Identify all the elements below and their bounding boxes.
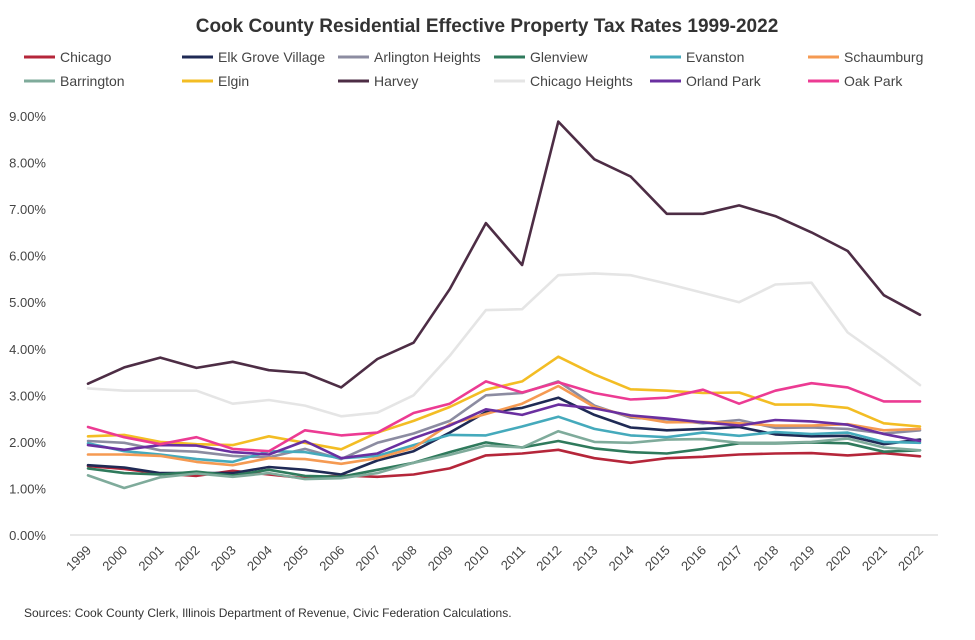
y-tick-label: 4.00% xyxy=(9,342,46,357)
x-tick-label: 2006 xyxy=(316,543,347,574)
legend-item-harvey: Harvey xyxy=(338,73,418,89)
legend-label: Harvey xyxy=(374,73,418,89)
x-tick-label: 2003 xyxy=(208,543,239,574)
plot-area xyxy=(86,120,922,490)
x-tick-label: 2002 xyxy=(172,543,203,574)
x-tick-label: 2010 xyxy=(461,543,492,574)
series-line-schaumburg xyxy=(86,384,922,467)
legend-item-schaumburg: Schaumburg xyxy=(808,49,923,65)
x-tick-label: 2012 xyxy=(533,543,564,574)
legend-item-arlington-heights: Arlington Heights xyxy=(338,49,481,65)
legend-label: Chicago xyxy=(60,49,112,65)
chart-legend: Chicago Elk Grove Village Arlington Height… xyxy=(24,49,923,89)
x-tick-label: 2017 xyxy=(714,543,745,574)
legend-label: Elgin xyxy=(218,73,249,89)
x-tick-label: 2011 xyxy=(498,543,528,573)
y-tick-label: 5.00% xyxy=(9,295,46,310)
source-note: Sources: Cook County Clerk, Illinois Dep… xyxy=(24,606,512,620)
series-line-orland-park xyxy=(86,403,922,460)
x-axis: 1999 2000 2001 2002 2003 2004 2005 2006 2007 2008… xyxy=(63,534,938,574)
legend-label: Evanston xyxy=(686,49,744,65)
series-line-evanston xyxy=(86,415,922,464)
x-tick-label: 2004 xyxy=(244,543,275,574)
x-tick-label: 2019 xyxy=(787,543,818,574)
x-tick-label: 2020 xyxy=(823,543,854,574)
y-tick-label: 7.00% xyxy=(9,202,46,217)
legend-item-elk-grove-village: Elk Grove Village xyxy=(182,49,325,65)
legend-label: Chicago Heights xyxy=(530,73,633,89)
series-line-barrington xyxy=(86,429,922,490)
series-line-chicago-heights xyxy=(86,272,922,418)
x-tick-label: 2014 xyxy=(606,543,637,574)
y-tick-label: 0.00% xyxy=(9,528,46,543)
y-axis: 0.00% 1.00% 2.00% 3.00% 4.00% 5.00% 6.00% 7.00%… xyxy=(9,109,46,543)
series-line-oak-park xyxy=(86,380,922,453)
legend-item-chicago-heights: Chicago Heights xyxy=(494,73,633,89)
series-line-elgin xyxy=(86,355,922,451)
legend-item-oak-park: Oak Park xyxy=(808,73,903,89)
x-tick-label: 2015 xyxy=(642,543,673,574)
y-tick-label: 8.00% xyxy=(9,156,46,171)
legend-item-chicago: Chicago xyxy=(24,49,112,65)
series-line-harvey xyxy=(86,120,922,389)
x-tick-label: 2016 xyxy=(678,543,709,574)
legend-label: Barrington xyxy=(60,73,125,89)
x-tick-label: 2008 xyxy=(389,543,420,574)
y-tick-label: 2.00% xyxy=(9,435,46,450)
y-tick-label: 1.00% xyxy=(9,481,46,496)
legend-label: Oak Park xyxy=(844,73,903,89)
series-line-chicago xyxy=(86,448,922,480)
legend-item-glenview: Glenview xyxy=(494,49,588,65)
x-tick-label: 2013 xyxy=(569,543,600,574)
x-tick-label: 2000 xyxy=(99,543,130,574)
legend-label: Schaumburg xyxy=(844,49,923,65)
x-tick-label: 2009 xyxy=(425,543,456,574)
y-tick-label: 9.00% xyxy=(9,109,46,124)
x-tick-label: 2001 xyxy=(135,543,166,574)
x-tick-label: 2021 xyxy=(859,543,890,574)
legend-item-elgin: Elgin xyxy=(182,73,249,89)
x-tick-label: 2022 xyxy=(895,543,926,574)
legend-item-orland-park: Orland Park xyxy=(650,73,762,89)
x-tick-label: 2005 xyxy=(280,543,311,574)
series-line-arlington-heights xyxy=(86,380,922,461)
legend-item-barrington: Barrington xyxy=(24,73,125,89)
legend-item-evanston: Evanston xyxy=(650,49,744,65)
y-tick-label: 3.00% xyxy=(9,388,46,403)
legend-label: Elk Grove Village xyxy=(218,49,325,65)
legend-label: Orland Park xyxy=(686,73,762,89)
x-tick-label: 2018 xyxy=(750,543,781,574)
chart-title: Cook County Residential Effective Proper… xyxy=(196,16,779,37)
legend-label: Glenview xyxy=(530,49,588,65)
x-tick-label: 2007 xyxy=(352,543,383,574)
x-tick-label: 1999 xyxy=(63,543,94,574)
y-tick-label: 6.00% xyxy=(9,249,46,264)
legend-label: Arlington Heights xyxy=(374,49,481,65)
